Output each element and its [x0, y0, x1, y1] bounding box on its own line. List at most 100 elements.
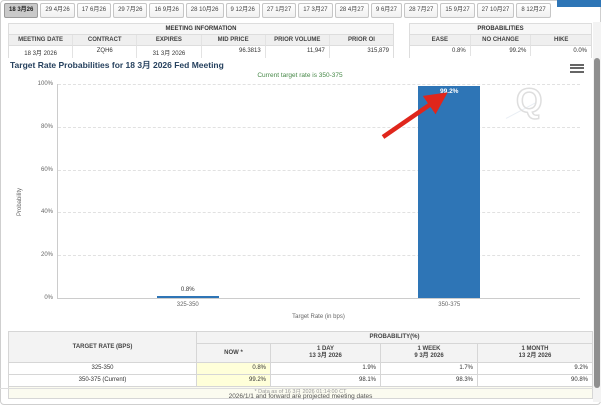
gridline	[58, 126, 580, 128]
history-subheader-line1: 1 MONTH	[521, 346, 549, 352]
history-subheader-line1: 1 WEEK	[417, 346, 441, 352]
meeting-info-header-cell: MEETING DATE	[9, 35, 74, 46]
history-rate-cell: 325-350	[8, 362, 197, 375]
probability-history-table: TARGET RATE (BPS) PROBABILITY(%) NOW * 1 …	[8, 331, 593, 399]
history-1month-cell: 9.2%	[477, 362, 593, 375]
meeting-info-header-cell: EXPIRES	[137, 35, 202, 46]
history-rate-cell: 350-375 (Current)	[8, 374, 197, 387]
meeting-info-header-cell: PRIOR OI	[329, 35, 394, 46]
meeting-tab[interactable]: 9 12月26	[225, 3, 260, 18]
scrollbar-thumb[interactable]	[594, 58, 600, 388]
meeting-tabs: 18 3月26 29 4月26 17 6月26 29 7月26 16 9月26 28 10…	[4, 3, 551, 18]
data-as-of-footnote: * Data as of 16 3月 2026 01:14:00 CT	[8, 386, 593, 399]
meeting-information-values: 18 3月 2026 ZQH6 31 3月 2026 96.3813 11,947 315…	[9, 46, 393, 59]
meeting-tab[interactable]: 29 7月26	[113, 3, 148, 18]
meeting-info-value-cell: ZQH6	[73, 46, 138, 59]
chart-title: Target Rate Probabilities for 18 3月 2026…	[10, 60, 224, 70]
meeting-info-value-cell: 96.3813	[202, 46, 266, 59]
history-subheader: NOW *	[196, 343, 271, 363]
probabilities-summary-title: PROBABILITIES	[410, 24, 591, 35]
probabilities-header-cell: HIKE	[531, 35, 592, 46]
watermark-ray	[505, 102, 537, 119]
probabilities-value-cell: 99.2%	[471, 46, 532, 56]
history-1day-cell: 98.1%	[270, 374, 381, 387]
history-1week-cell: 1.7%	[380, 362, 478, 375]
y-tick-label: 0%	[44, 295, 53, 301]
meeting-info-value-cell: 11,947	[266, 46, 330, 59]
meeting-tab[interactable]: 27 10月27	[476, 3, 515, 18]
gridline	[58, 212, 580, 214]
history-row: 350-375 (Current) 99.2% 98.1% 98.3% 90.8%	[8, 374, 593, 387]
probability-chart: Target Rate Probabilities for 18 3月 2026…	[8, 58, 592, 328]
gridline	[58, 169, 580, 171]
history-subheader-date: 13 3月 2026	[309, 353, 342, 359]
history-1day-cell: 1.9%	[270, 362, 381, 375]
y-tick-label: 20%	[40, 252, 53, 259]
y-tick-label: 100%	[37, 81, 53, 87]
history-subheader-date: 13 2月 2026	[518, 353, 552, 359]
meeting-tab[interactable]: 16 9月26	[149, 3, 184, 18]
bar-value-label: 0.8%	[180, 287, 195, 293]
meeting-information-headers: MEETING DATE CONTRACT EXPIRES MID PRICE PRIO…	[9, 35, 394, 46]
probabilities-summary-table: PROBABILITIES EASE NO CHANGE HIKE 0.8% 99.2…	[409, 23, 592, 60]
meeting-info-value-cell: 18 3月 2026	[9, 46, 74, 59]
history-1month-cell: 90.8%	[477, 374, 593, 387]
history-now-cell: 99.2%	[196, 374, 271, 387]
meeting-tab[interactable]: 27 1月27	[261, 3, 297, 18]
probabilities-header-cell: NO CHANGE	[470, 35, 532, 46]
meeting-tab[interactable]: 8 12月27	[516, 3, 551, 18]
probability-bar	[156, 296, 219, 298]
meeting-tab[interactable]: 28 7月27	[403, 3, 439, 18]
y-tick-label: 40%	[40, 209, 53, 216]
meeting-tab[interactable]: 29 4月26	[40, 3, 75, 18]
red-arrow-annotation	[381, 92, 448, 139]
gridline	[58, 255, 580, 257]
history-subheader-line1: NOW *	[224, 349, 243, 356]
probabilities-summary-headers: EASE NO CHANGE HIKE	[410, 35, 592, 46]
meeting-tab[interactable]: 15 9月27	[440, 3, 475, 18]
history-row: 325-350 0.8% 1.9% 1.7% 9.2%	[8, 362, 593, 375]
y-tick-label: 80%	[40, 123, 53, 130]
meeting-info-value-cell: 31 3月 2026	[137, 46, 202, 59]
info-bar: MEETING INFORMATION MEETING DATE CONTRACT…	[8, 23, 592, 60]
history-subheader-line1: 1 DAY	[316, 346, 335, 352]
y-axis-line	[57, 84, 58, 298]
probabilities-header-cell: EASE	[410, 35, 471, 46]
meeting-info-header-cell: PRIOR VOLUME	[265, 35, 330, 46]
meeting-tab[interactable]: 17 3月27	[298, 3, 333, 18]
probabilities-summary-values: 0.8% 99.2% 0.0%	[410, 46, 591, 56]
projected-dates-note: 2026/1/1 and forward are projected meeti…	[0, 388, 601, 400]
meeting-info-header-cell: CONTRACT	[73, 35, 138, 46]
meeting-info-value-cell: 315,879	[367, 48, 390, 54]
probabilities-value-cell: 0.0%	[573, 48, 588, 54]
history-subheader-date: 9 3月 2026	[414, 353, 444, 359]
x-axis-title: Target Rate (in bps)	[292, 314, 345, 320]
history-1week-cell: 98.3%	[380, 374, 478, 387]
meeting-tab[interactable]: 28 4月27	[334, 3, 369, 18]
gridline	[58, 84, 580, 85]
history-subheader: 1 WEEK 9 3月 2026	[380, 343, 478, 363]
meeting-information-title: MEETING INFORMATION	[9, 24, 393, 35]
history-group-header: PROBABILITY(%)	[196, 331, 593, 344]
partial-blue-element	[557, 0, 601, 7]
meeting-tab[interactable]: 9 6月27	[370, 3, 402, 18]
chart-subtitle: Current target rate is 350-375	[257, 72, 343, 79]
meeting-tab[interactable]: 17 6月26	[76, 3, 112, 18]
x-category-label: 325-350	[176, 302, 199, 308]
meeting-information-table: MEETING INFORMATION MEETING DATE CONTRACT…	[8, 23, 394, 60]
meeting-tab[interactable]: 28 10月26	[185, 3, 224, 18]
chart-menu-icon[interactable]	[568, 60, 586, 76]
history-now-cell: 0.8%	[196, 362, 271, 375]
x-axis-line	[57, 298, 580, 299]
meeting-tab[interactable]: 18 3月26	[4, 3, 39, 18]
watermark-q-glyph: Q	[515, 81, 543, 121]
meeting-info-header-cell: MID PRICE	[201, 35, 266, 46]
history-col-target-rate: TARGET RATE (BPS)	[8, 331, 197, 363]
history-subheader: 1 MONTH 13 2月 2026	[477, 343, 593, 363]
history-subheader: 1 DAY 13 3月 2026	[270, 343, 381, 363]
probability-bar	[418, 85, 481, 298]
x-category-label: 350-375	[438, 302, 461, 308]
bar-value-label: 99.2%	[440, 87, 459, 95]
y-tick-label: 60%	[40, 166, 53, 173]
probabilities-value-cell: 0.8%	[410, 46, 471, 56]
